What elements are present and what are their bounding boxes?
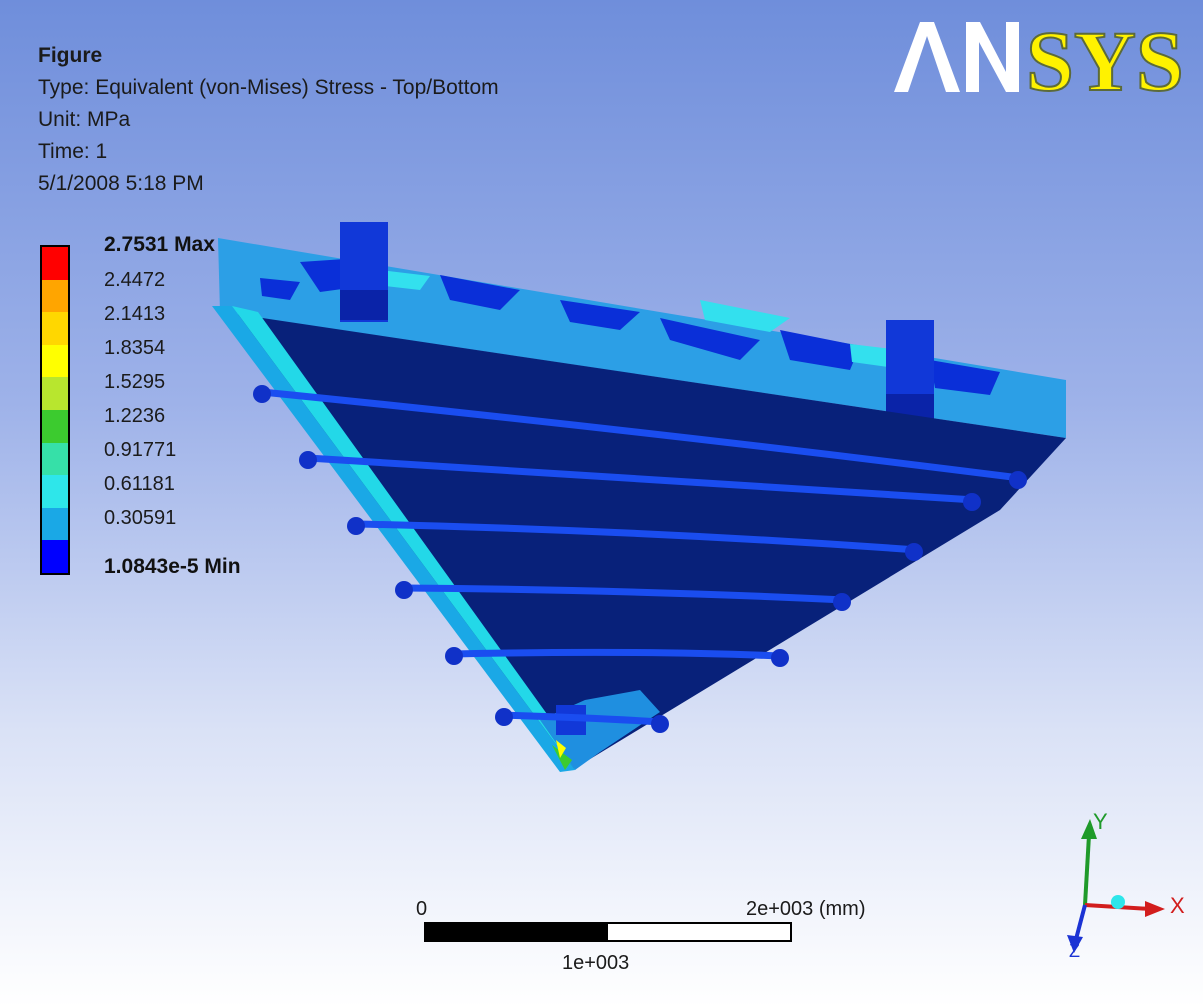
legend-swatch <box>42 442 68 476</box>
legend-value: 0.30591 <box>104 507 177 529</box>
axis-z-label: Z <box>1069 941 1080 961</box>
legend-swatch <box>42 312 68 345</box>
legend-value: 1.8354 <box>104 337 166 359</box>
legend-value: 1.5295 <box>104 371 166 393</box>
scale-zero-label: 0 <box>416 898 428 920</box>
legend-max-label: 2.7531 Max <box>104 233 215 256</box>
legend-swatch <box>42 344 68 378</box>
figure-info: Figure Type: Equivalent (von-Mises) Stre… <box>38 40 499 200</box>
axis-y-label: Y <box>1093 809 1108 834</box>
legend-min-label: 1.0843e-5 Min <box>104 555 241 578</box>
svg-text:SYS: SYS <box>1026 16 1184 98</box>
top-surface <box>218 238 1066 438</box>
legend-color-bar <box>40 245 70 575</box>
legend-swatch <box>42 507 68 541</box>
figure-title: Figure <box>38 44 103 67</box>
scale-bar: 0 2e+003 (mm) 1e+003 <box>416 898 866 988</box>
result-date: 5/1/2008 5:18 PM <box>38 172 204 195</box>
top-surface-patches <box>260 258 1000 395</box>
triad-graphic <box>1067 819 1165 953</box>
axis-x-label: X <box>1170 893 1185 918</box>
scale-bar-graphic <box>424 922 792 942</box>
inner-face <box>222 312 1066 770</box>
legend-swatch <box>42 409 68 443</box>
legend-swatch <box>42 377 68 410</box>
result-type: Type: Equivalent (von-Mises) Stress - To… <box>38 76 499 99</box>
peak-stress-spot <box>552 745 572 770</box>
legend-swatch <box>42 247 68 280</box>
legend-value: 2.4472 <box>104 269 166 291</box>
result-time: Time: 1 <box>38 140 108 163</box>
legend-swatch <box>42 475 68 508</box>
axis-triad: Y X Z <box>1055 805 1195 965</box>
legend-value: 0.61181 <box>104 473 175 495</box>
legend-value: 1.2236 <box>104 405 166 427</box>
peak-stress-core <box>556 740 566 758</box>
scale-mid-label: 1e+003 <box>562 952 630 974</box>
ansys-logo: SYS <box>894 16 1185 98</box>
legend-swatch <box>42 279 68 313</box>
legend-value: 2.1413 <box>104 303 166 325</box>
stiffener-ribs <box>258 388 1024 726</box>
result-unit: Unit: MPa <box>38 108 131 131</box>
legend-swatch <box>42 540 68 573</box>
scale-end-label: 2e+003 (mm) <box>746 898 866 920</box>
support-post-left-base <box>340 290 388 320</box>
legend-value: 0.91771 <box>104 439 177 461</box>
rib-ends <box>253 385 1027 733</box>
